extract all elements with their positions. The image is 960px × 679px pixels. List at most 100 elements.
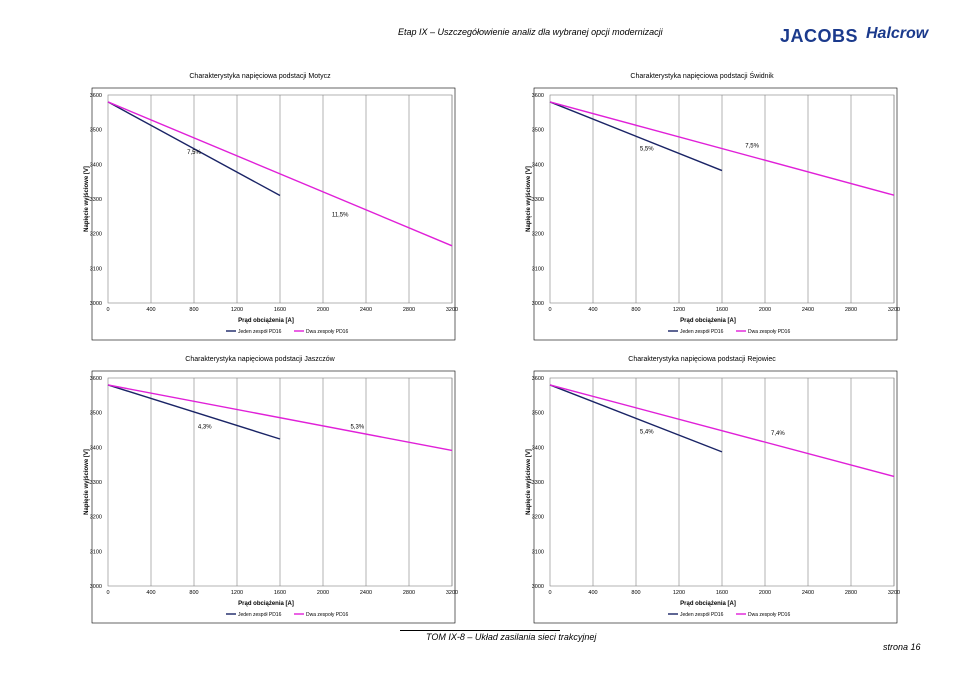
data-annotation: 7,4% bbox=[771, 431, 785, 437]
x-tick-label: 1600 bbox=[716, 307, 728, 313]
x-tick-label: 3200 bbox=[888, 590, 900, 596]
chart-title: Charakterystyka napięciowa podstacji Jas… bbox=[185, 356, 335, 363]
series-line-dwa bbox=[549, 101, 895, 196]
y-tick-label: 3200 bbox=[532, 232, 544, 238]
legend-entry: Jeden zespół PD16 bbox=[680, 612, 724, 618]
series-line-jeden bbox=[549, 384, 723, 453]
x-tick-label: 2400 bbox=[802, 590, 814, 596]
x-tick-label: 0 bbox=[106, 590, 109, 596]
y-tick-label: 3100 bbox=[532, 549, 544, 555]
y-tick-label: 3600 bbox=[90, 93, 102, 99]
x-tick-label: 1600 bbox=[274, 307, 286, 313]
x-tick-label: 1200 bbox=[231, 590, 243, 596]
y-tick-label: 3300 bbox=[532, 480, 544, 486]
x-tick-label: 2400 bbox=[360, 590, 372, 596]
chart-frame bbox=[91, 87, 456, 341]
y-tick-label: 3500 bbox=[90, 128, 102, 134]
x-tick-label: 400 bbox=[146, 590, 155, 596]
x-tick-label: 3200 bbox=[446, 590, 458, 596]
series-line-dwa bbox=[549, 384, 895, 478]
x-tick-label: 0 bbox=[106, 307, 109, 313]
y-axis-label: Napięcie wyjściowe [V] bbox=[84, 449, 90, 515]
data-annotation: 7,5% bbox=[745, 144, 759, 150]
jacobs-logo: JACOBS bbox=[780, 26, 859, 46]
y-tick-label: 3300 bbox=[90, 480, 102, 486]
x-tick-label: 1200 bbox=[673, 590, 685, 596]
series-line-dwa bbox=[107, 384, 453, 452]
document-header-title: Etap IX – Uszczegółowienie analiz dla wy… bbox=[398, 27, 663, 37]
x-tick-label: 1200 bbox=[231, 307, 243, 313]
x-tick-label: 1200 bbox=[673, 307, 685, 313]
y-tick-label: 3200 bbox=[90, 515, 102, 521]
x-tick-label: 0 bbox=[548, 590, 551, 596]
x-tick-label: 800 bbox=[631, 307, 640, 313]
series-line-dwa bbox=[107, 101, 453, 247]
chart-frame bbox=[533, 370, 898, 624]
y-tick-label: 3300 bbox=[532, 197, 544, 203]
chart-title: Charakterystyka napięciowa podstacji Świ… bbox=[630, 71, 774, 80]
x-tick-label: 2000 bbox=[759, 307, 771, 313]
data-annotation: 5,5% bbox=[640, 146, 654, 152]
y-tick-label: 3500 bbox=[532, 128, 544, 134]
y-tick-label: 3600 bbox=[532, 376, 544, 382]
y-tick-label: 3200 bbox=[90, 232, 102, 238]
x-tick-label: 400 bbox=[146, 307, 155, 313]
x-tick-label: 1600 bbox=[716, 590, 728, 596]
legend-entry: Dwa zespoły PD16 bbox=[748, 612, 790, 618]
y-tick-label: 3600 bbox=[90, 376, 102, 382]
y-axis-label: Napięcie wyjściowe [V] bbox=[84, 166, 90, 232]
y-tick-label: 3500 bbox=[532, 411, 544, 417]
x-tick-label: 3200 bbox=[446, 307, 458, 313]
x-tick-label: 400 bbox=[588, 307, 597, 313]
y-axis-label: Napięcie wyjściowe [V] bbox=[526, 166, 532, 232]
x-axis-label: Prąd obciążenia [A] bbox=[680, 601, 736, 607]
data-annotation: 11,5% bbox=[332, 212, 349, 218]
data-annotation: 7,5% bbox=[187, 150, 201, 156]
y-tick-label: 3100 bbox=[90, 266, 102, 272]
x-axis-label: Prąd obciążenia [A] bbox=[238, 318, 294, 324]
chart-frame bbox=[91, 370, 456, 624]
y-tick-label: 3400 bbox=[90, 162, 102, 168]
y-tick-label: 3000 bbox=[90, 584, 102, 590]
plot-area bbox=[549, 377, 895, 587]
x-tick-label: 2400 bbox=[802, 307, 814, 313]
footer-title: TOM IX-8 – Układ zasilania sieci trakcyj… bbox=[426, 632, 597, 642]
x-tick-label: 3200 bbox=[888, 307, 900, 313]
y-tick-label: 3200 bbox=[532, 515, 544, 521]
y-axis-label: Napięcie wyjściowe [V] bbox=[526, 449, 532, 515]
chart-title: Charakterystyka napięciowa podstacji Rej… bbox=[628, 356, 776, 363]
y-tick-label: 3500 bbox=[90, 411, 102, 417]
halcrow-logo: Halcrow bbox=[866, 25, 929, 42]
y-tick-label: 3000 bbox=[532, 301, 544, 307]
x-tick-label: 2000 bbox=[759, 590, 771, 596]
x-tick-label: 800 bbox=[631, 590, 640, 596]
y-tick-label: 3400 bbox=[532, 445, 544, 451]
y-tick-label: 3600 bbox=[532, 93, 544, 99]
series-line-jeden bbox=[107, 384, 281, 440]
x-tick-label: 400 bbox=[588, 590, 597, 596]
plot-area bbox=[549, 94, 895, 304]
series-line-jeden bbox=[107, 101, 281, 197]
x-axis-label: Prąd obciążenia [A] bbox=[238, 601, 294, 607]
x-tick-label: 2800 bbox=[403, 590, 415, 596]
legend-entry: Jeden zespół PD16 bbox=[238, 329, 282, 335]
legend-entry: Dwa zespoły PD16 bbox=[306, 612, 348, 618]
y-tick-label: 3400 bbox=[532, 162, 544, 168]
x-tick-label: 2800 bbox=[845, 590, 857, 596]
y-tick-label: 3400 bbox=[90, 445, 102, 451]
legend-entry: Dwa zespoły PD16 bbox=[748, 329, 790, 335]
y-tick-label: 3100 bbox=[532, 266, 544, 272]
x-tick-label: 2000 bbox=[317, 307, 329, 313]
legend-entry: Dwa zespoły PD16 bbox=[306, 329, 348, 335]
plot-area bbox=[107, 377, 453, 587]
page-number: strona 16 bbox=[883, 642, 921, 652]
plot-area bbox=[107, 94, 453, 304]
y-tick-label: 3000 bbox=[90, 301, 102, 307]
y-tick-label: 3000 bbox=[532, 584, 544, 590]
x-tick-label: 0 bbox=[548, 307, 551, 313]
x-tick-label: 800 bbox=[189, 590, 198, 596]
legend-entry: Jeden zespół PD16 bbox=[680, 329, 724, 335]
data-annotation: 4,3% bbox=[198, 424, 212, 430]
legend-entry: Jeden zespół PD16 bbox=[238, 612, 282, 618]
